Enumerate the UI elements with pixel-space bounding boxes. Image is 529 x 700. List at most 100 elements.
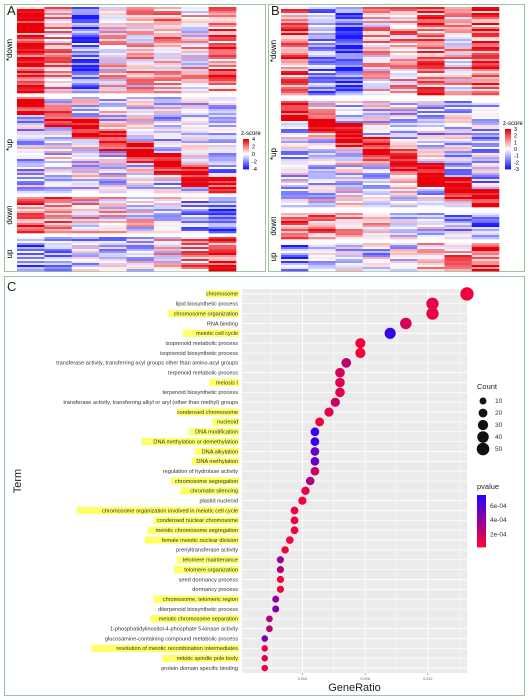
- heatmap-cell: [281, 111, 309, 114]
- heatmap-cell: [99, 179, 127, 182]
- heatmap-cell: [44, 9, 73, 12]
- heatmap-cell: [335, 153, 364, 156]
- heatmap-cell: [17, 237, 45, 240]
- term-highlight: [209, 378, 239, 387]
- heatmap-cell: [281, 45, 309, 48]
- heatmap-cell: [208, 149, 237, 152]
- heatmap-cell: [362, 187, 391, 190]
- heatmap-cell: [17, 167, 45, 170]
- term-label: condensed nuclear chromosome: [157, 518, 238, 524]
- heatmap-cell: [471, 167, 500, 170]
- heatmap-cell: [335, 219, 364, 222]
- heatmap-cell: [99, 229, 127, 232]
- heatmap-cell: [71, 173, 100, 176]
- heatmap-cell: [308, 59, 336, 62]
- heatmap-cell: [335, 157, 364, 160]
- heatmap-cell: [335, 73, 364, 76]
- heatmap-cell: [362, 219, 391, 222]
- heatmap-cell: [99, 237, 127, 240]
- heatmap-cell: [417, 69, 445, 72]
- heatmap-cell: [181, 115, 209, 118]
- heatmap-cell: [308, 165, 336, 168]
- heatmap-cell: [17, 173, 45, 176]
- heatmap-cell: [417, 7, 445, 10]
- heatmap-cell: [208, 43, 237, 46]
- heatmap-cell: [335, 113, 364, 116]
- term-highlight: [150, 615, 239, 623]
- heatmap-cell: [99, 265, 127, 268]
- heatmap-cell: [71, 111, 100, 114]
- heatmap-cell: [444, 243, 473, 246]
- heatmap-cell: [71, 155, 100, 158]
- heatmap-cell: [99, 225, 127, 228]
- pvalue-legend-swatch: [477, 505, 486, 508]
- heatmap-cell: [126, 127, 155, 130]
- heatmap-cell: [99, 209, 127, 212]
- heatmap-cell: [308, 261, 336, 264]
- points: [261, 287, 474, 672]
- heatmap-cell: [417, 249, 445, 252]
- heatmap-cell: [99, 189, 127, 192]
- heatmap-cell: [153, 149, 182, 152]
- heatmap-cell: [153, 201, 182, 204]
- pvalue-legend-swatch: [477, 543, 486, 546]
- heatmap-cell: [99, 245, 127, 248]
- heatmap-cell: [71, 41, 100, 44]
- zscore-legend-swatch: [505, 159, 511, 162]
- heatmap-cell: [153, 259, 182, 262]
- heatmap-cell: [153, 157, 182, 160]
- heatmap-cell: [417, 93, 445, 96]
- heatmap-cell: [153, 253, 182, 256]
- heatmap-cell: [126, 167, 155, 170]
- heatmap-cell: [208, 253, 237, 256]
- heatmap-cell: [390, 255, 418, 258]
- heatmap-cell: [308, 247, 336, 250]
- heatmap-cell: [181, 85, 209, 88]
- heatmap-cell: [444, 169, 473, 172]
- heatmap-cell: [17, 21, 45, 24]
- heatmap-cell: [71, 149, 100, 152]
- data-point: [301, 486, 310, 496]
- heatmap-cell: [417, 45, 445, 48]
- heatmap-cell: [362, 121, 391, 124]
- data-point: [266, 615, 273, 623]
- zscore-legend-swatch: [243, 150, 249, 152]
- heatmap-cell: [281, 227, 309, 230]
- heatmap-cell: [71, 119, 100, 122]
- heatmap-cell: [444, 245, 473, 248]
- heatmap-cell: [362, 185, 391, 188]
- heatmap-cell: [335, 223, 364, 226]
- heatmap-cell: [417, 75, 445, 78]
- heatmap-cell: [471, 123, 500, 126]
- heatmap-cell: [335, 197, 364, 200]
- heatmap-cell: [281, 183, 309, 186]
- heatmap-cell: [208, 61, 237, 64]
- heatmap-cell: [281, 51, 309, 54]
- heatmap-cell: [71, 169, 100, 172]
- heatmap-cell: [126, 203, 155, 206]
- heatmap-cell: [335, 231, 364, 234]
- heatmap-cell: [44, 117, 73, 120]
- heatmap-group-label: *up: [5, 138, 14, 151]
- heatmap-cell: [208, 217, 237, 220]
- heatmap-cell: [126, 199, 155, 202]
- heatmap-cell: [181, 25, 209, 28]
- zscore-legend-swatch: [505, 143, 511, 146]
- heatmap-cell: [126, 17, 155, 20]
- count-legend-label: 10: [495, 398, 503, 405]
- heatmap-cell: [444, 159, 473, 162]
- heatmap-cell: [126, 83, 155, 86]
- heatmap-cell: [126, 51, 155, 54]
- heatmap-cell: [71, 53, 100, 56]
- heatmap-cell: [181, 35, 209, 38]
- heatmap-cell: [471, 53, 500, 56]
- heatmap-cell: [17, 131, 45, 134]
- heatmap-cell: [308, 203, 336, 206]
- heatmap-group-label: *down: [5, 39, 14, 61]
- heatmap-cell: [181, 177, 209, 180]
- heatmap-cell: [44, 137, 73, 140]
- heatmap-cell: [153, 215, 182, 218]
- heatmap-cell: [417, 185, 445, 188]
- heatmap-cell: [208, 211, 237, 214]
- heatmap-cell: [44, 185, 73, 188]
